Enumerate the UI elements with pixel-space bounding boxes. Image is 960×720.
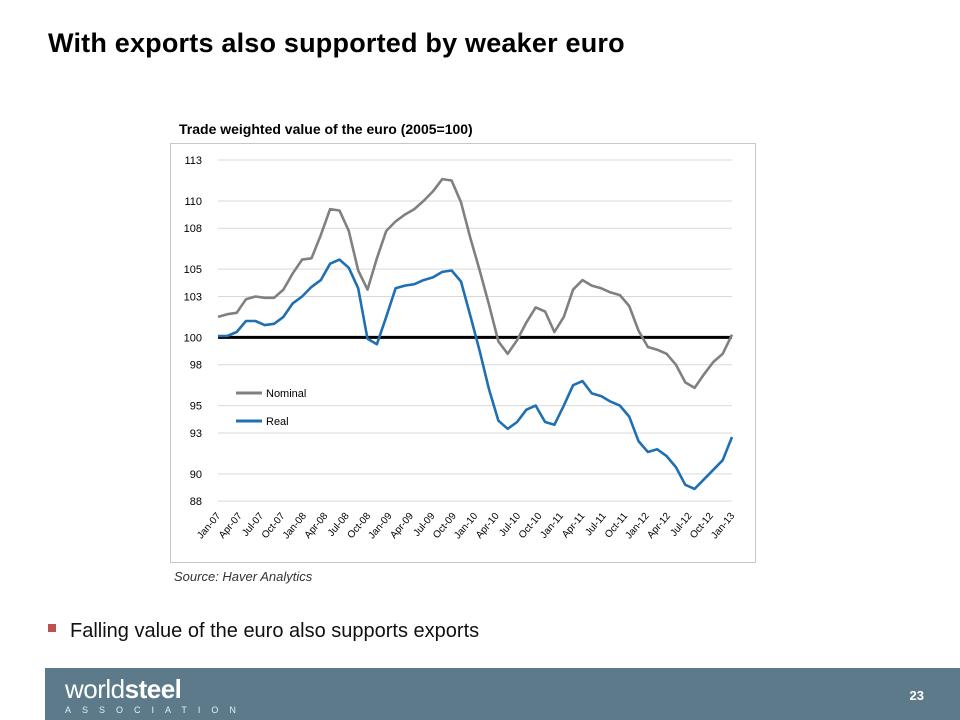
bullet-point: Falling value of the euro also supports …: [48, 620, 479, 643]
y-tick-label: 88: [190, 496, 202, 508]
worldsteel-logo: worldsteel ASSOCIATION: [65, 676, 247, 715]
chart-title: Trade weighted value of the euro (2005=1…: [179, 121, 473, 137]
y-tick-label: 103: [184, 291, 202, 303]
y-tick-label: 90: [190, 469, 202, 481]
y-tick-label: 100: [184, 332, 202, 344]
logo-word-bold: steel: [124, 674, 182, 704]
logo-word-light: world: [65, 674, 125, 704]
y-tick-label: 110: [184, 196, 202, 208]
logo-wordmark: worldsteel: [65, 676, 247, 702]
chart-area: 88 90 93 95 98 100 103 105 108 110 113 Jan-07 Apr-0…: [170, 143, 756, 563]
y-tick-label: 108: [184, 223, 202, 235]
y-tick-label: 95: [190, 401, 202, 413]
slide-title: With exports also supported by weaker eu…: [48, 28, 625, 58]
chart-legend: Nominal Real: [236, 388, 306, 428]
bullet-marker: [48, 624, 56, 632]
legend-label-nominal: Nominal: [266, 388, 306, 400]
series-line-real: [218, 258, 734, 491]
y-axis-ticks: 88 90 93 95 98 100 103 105 108 110 113: [184, 155, 202, 508]
series-lines: [217, 177, 734, 491]
series-line-nominal: [217, 177, 734, 390]
legend-label-real: Real: [266, 416, 289, 428]
bullet-text: Falling value of the euro also supports …: [70, 620, 480, 642]
y-tick-label: 113: [184, 155, 202, 167]
y-tick-label: 98: [190, 360, 202, 372]
source-note: Source: Haver Analytics: [174, 569, 313, 584]
footer-bar: worldsteel ASSOCIATION 23: [45, 668, 960, 720]
logo-subtitle: ASSOCIATION: [65, 705, 247, 715]
y-tick-label: 93: [190, 428, 202, 440]
y-tick-label: 105: [184, 264, 202, 276]
page-number: 23: [909, 688, 924, 703]
